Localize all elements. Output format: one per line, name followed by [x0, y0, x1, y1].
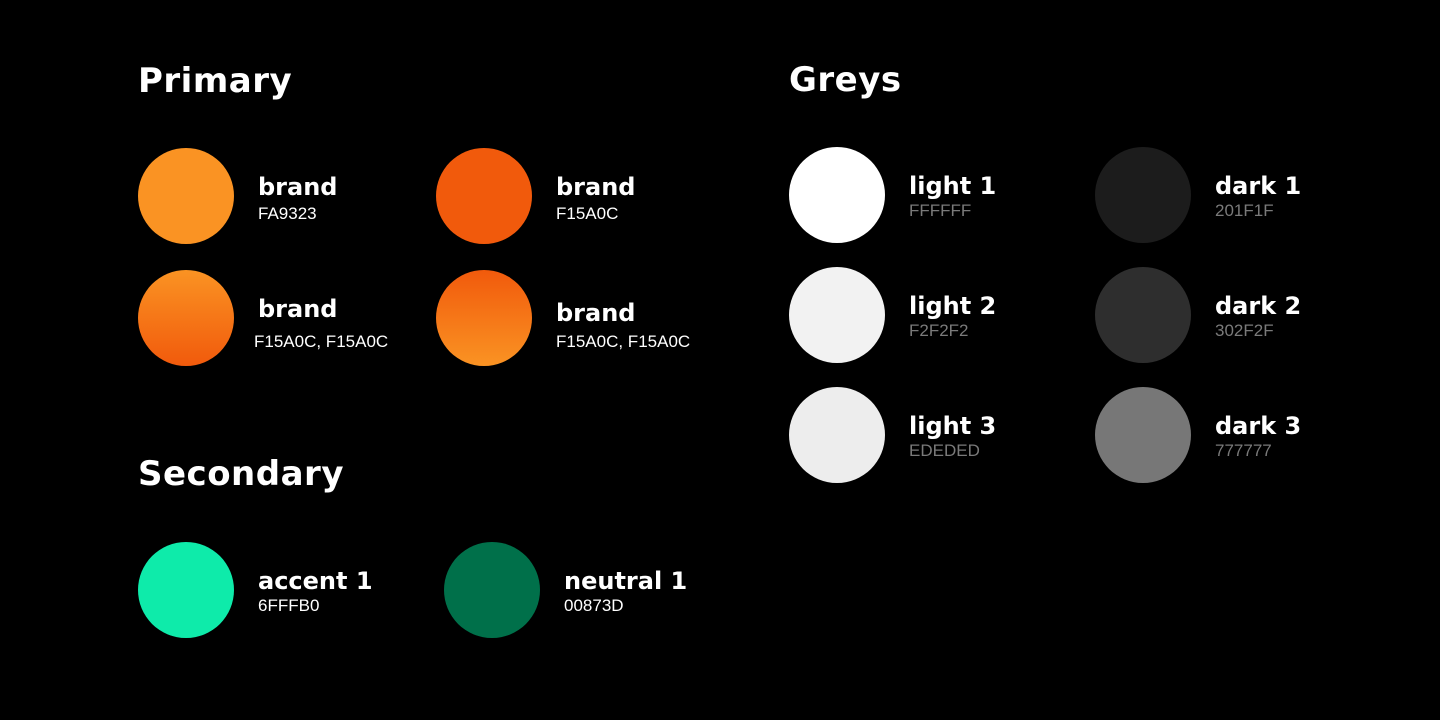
swatch-label: brand — [258, 173, 338, 201]
swatch-label: brand — [556, 299, 636, 327]
swatch-code: 777777 — [1215, 441, 1272, 460]
swatch-label: brand — [258, 295, 338, 323]
gradient-circle — [138, 270, 234, 366]
color-circle — [789, 267, 885, 363]
swatch-code: 00873D — [564, 596, 624, 615]
color-circle — [1095, 147, 1191, 243]
color-circle — [138, 148, 234, 244]
swatch-label: dark 2 — [1215, 292, 1302, 320]
gradient-circle — [436, 270, 532, 366]
color-circle — [1095, 267, 1191, 363]
swatch-label: light 1 — [909, 172, 997, 200]
color-circle — [138, 542, 234, 638]
color-circle — [436, 148, 532, 244]
swatch-code: F2F2F2 — [909, 321, 969, 340]
swatch-code: FFFFFF — [909, 201, 972, 220]
swatch-label: neutral 1 — [564, 567, 688, 595]
swatch-code: F15A0C, F15A0C — [556, 332, 691, 351]
swatch-label: brand — [556, 173, 636, 201]
swatch-code: 201F1F — [1215, 201, 1274, 220]
color-circle — [789, 147, 885, 243]
color-circle — [444, 542, 540, 638]
color-circle — [1095, 387, 1191, 483]
swatch-label: accent 1 — [258, 567, 373, 595]
swatch-code: 6FFFB0 — [258, 596, 320, 615]
greys-heading: Greys — [789, 60, 902, 100]
color-circle — [789, 387, 885, 483]
swatch-label: light 3 — [909, 412, 997, 440]
secondary-heading: Secondary — [138, 454, 344, 494]
swatch-code: FA9323 — [258, 204, 317, 223]
swatch-code: EDEDED — [909, 441, 980, 460]
swatch-code: 302F2F — [1215, 321, 1274, 340]
primary-heading: Primary — [138, 61, 293, 101]
swatch-label: dark 1 — [1215, 172, 1302, 200]
swatch-code: F15A0C, F15A0C — [254, 332, 389, 351]
swatch-label: light 2 — [909, 292, 997, 320]
swatch-code: F15A0C — [556, 204, 619, 223]
swatch-label: dark 3 — [1215, 412, 1302, 440]
